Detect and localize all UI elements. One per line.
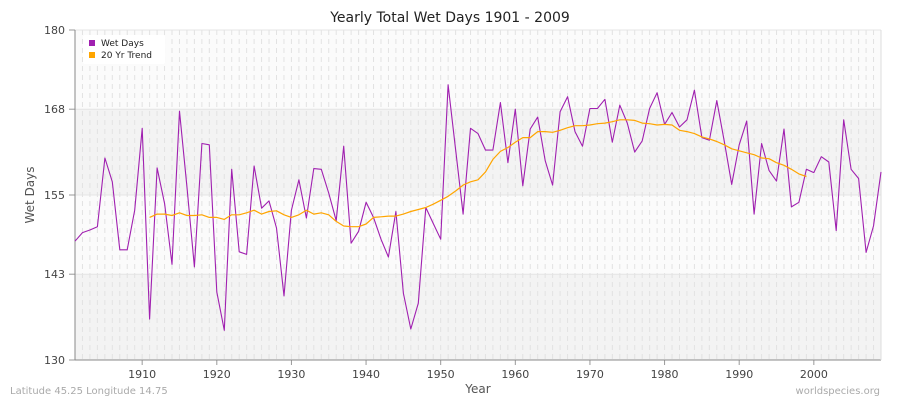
x-tick-label: 1990 bbox=[725, 368, 753, 381]
y-tick-label: 180 bbox=[44, 24, 65, 37]
legend-swatch-wet-days bbox=[89, 40, 95, 46]
footer-location: Latitude 45.25 Longitude 14.75 bbox=[10, 386, 168, 397]
legend: Wet Days 20 Yr Trend bbox=[83, 35, 165, 64]
y-axis-label: Wet Days bbox=[23, 166, 37, 223]
x-tick-label: 1910 bbox=[128, 368, 156, 381]
chart-title: Yearly Total Wet Days 1901 - 2009 bbox=[329, 10, 570, 26]
y-tick-label: 168 bbox=[44, 103, 65, 116]
x-tick-label: 1950 bbox=[427, 368, 455, 381]
x-tick-label: 2000 bbox=[800, 368, 828, 381]
x-tick-label: 1940 bbox=[352, 368, 380, 381]
x-tick-label: 1920 bbox=[203, 368, 231, 381]
footer-source: worldspecies.org bbox=[796, 386, 880, 397]
grid-band bbox=[75, 195, 881, 275]
x-tick-label: 1930 bbox=[277, 368, 305, 381]
wet-days-line bbox=[74, 84, 882, 331]
x-tick-label: 1970 bbox=[576, 368, 604, 381]
y-tick-label: 143 bbox=[44, 268, 65, 281]
x-axis-label: Year bbox=[464, 382, 490, 396]
y-tick-label: 155 bbox=[44, 189, 65, 202]
legend-label-wet-days: Wet Days bbox=[101, 39, 144, 49]
x-tick-label: 1960 bbox=[501, 368, 529, 381]
legend-swatch-trend bbox=[89, 52, 95, 58]
y-tick-label: 130 bbox=[44, 354, 65, 367]
trend-line bbox=[149, 119, 807, 228]
legend-label-trend: 20 Yr Trend bbox=[101, 51, 152, 61]
legend-box bbox=[83, 35, 165, 64]
x-tick-label: 1980 bbox=[651, 368, 679, 381]
